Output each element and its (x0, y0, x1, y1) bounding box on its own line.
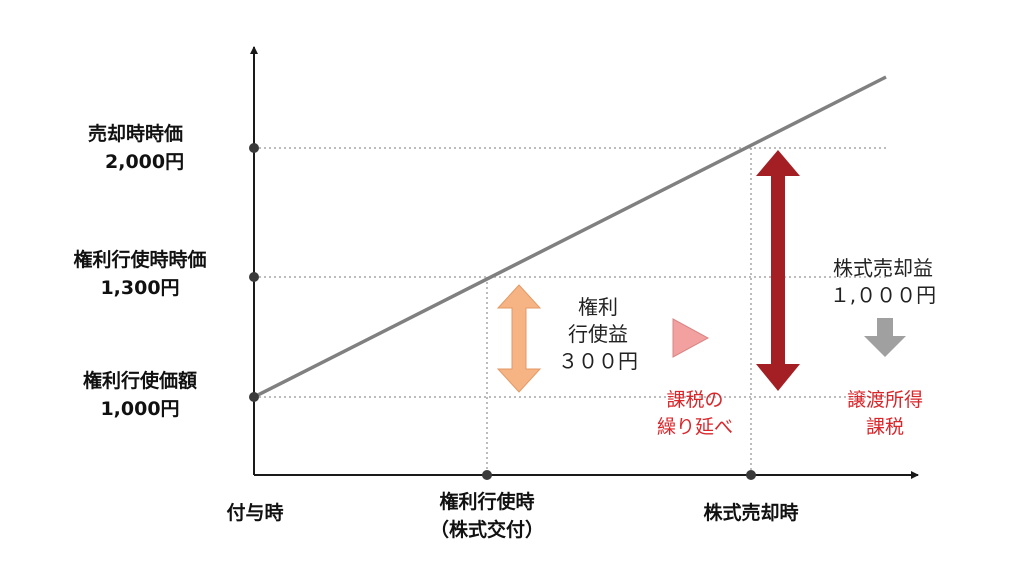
exercise-gain-line2: 行使益 (568, 322, 628, 346)
deferral-line2: 繰り延べ (656, 416, 733, 438)
deferral-line1: 課税の (666, 389, 724, 411)
deferral-triangle (672, 318, 710, 358)
y-label-exercise-price: 権利行使時時価 1,300円 (40, 246, 240, 302)
y-label-sale-price-value: 2,000円 (105, 151, 185, 173)
y-label-sale-price-title: 売却時時価 (88, 123, 184, 145)
y-label-sale-price: 売却時時価 2,000円 (60, 120, 270, 176)
transfer-tax-line2: 課税 (865, 416, 904, 438)
y-axis-dot-strike (249, 392, 259, 402)
y-label-exercise-price-title: 権利行使時時価 (73, 249, 207, 271)
x-axis-dot-sale (746, 470, 756, 480)
y-label-exercise-price-value: 1,300円 (100, 277, 180, 299)
stock-price-line (253, 75, 887, 399)
exercise-gain-label: 権利 行使益 ３００円 (538, 294, 658, 375)
y-axis-dot-exercise-price (249, 272, 259, 282)
y-label-strike-title: 権利行使価額 (82, 370, 197, 392)
y-label-strike-value: 1,000円 (100, 398, 180, 420)
sale-gain-line2: １,０００円 (829, 283, 937, 307)
sale-gain-line1: 株式売却益 (833, 256, 933, 280)
x-label-exercise-line2: （株式交付） (429, 519, 544, 541)
exercise-gain-arrow (496, 284, 542, 393)
y-axis-dot-sale-price (249, 143, 259, 153)
x-label-grant: 付与時 (226, 502, 284, 524)
deferral-label: 課税の 繰り延べ (640, 387, 750, 441)
taxation-down-arrow (864, 318, 906, 357)
transfer-tax-label: 譲渡所得 課税 (830, 387, 940, 441)
x-label-exercise: 権利行使時 （株式交付） (397, 488, 577, 544)
exercise-gain-line1: 権利 (578, 295, 618, 319)
sale-gain-arrow (756, 150, 800, 391)
x-label-exercise-line1: 権利行使時 (439, 491, 535, 513)
exercise-gain-line3: ３００円 (558, 349, 638, 373)
y-label-strike: 権利行使価額 1,000円 (40, 367, 240, 423)
x-label-sale: 株式売却時 (703, 502, 799, 524)
sale-gain-label: 株式売却益 １,０００円 (808, 255, 958, 309)
transfer-tax-line1: 譲渡所得 (846, 389, 923, 411)
x-axis-dot-exercise (482, 470, 492, 480)
